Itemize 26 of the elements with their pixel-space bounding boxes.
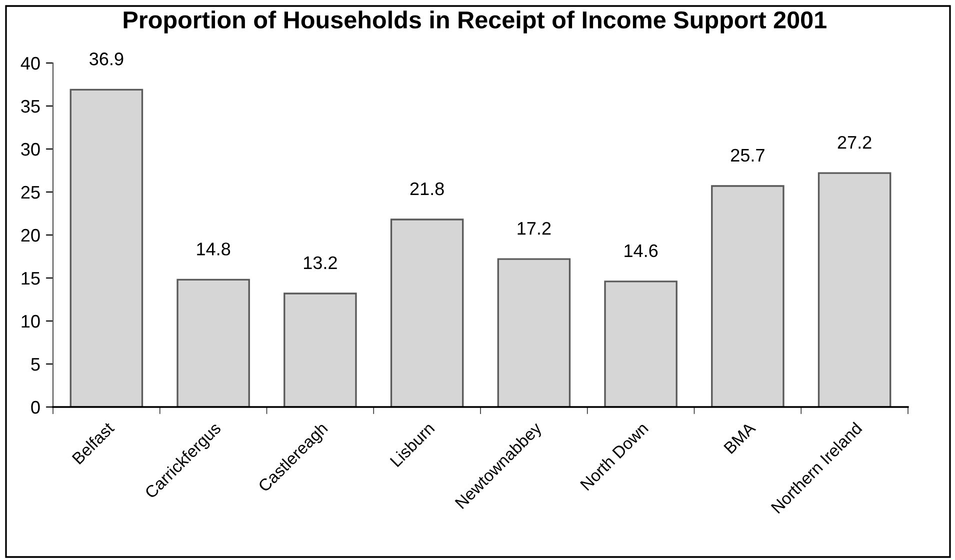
- bar: [818, 172, 892, 407]
- bar: [604, 280, 678, 407]
- data-label: 13.2: [304, 256, 337, 270]
- bar: [390, 218, 464, 407]
- bar: [176, 278, 250, 407]
- data-label: 25.7: [731, 148, 764, 162]
- data-label: 17.2: [518, 222, 551, 235]
- y-tick-label: 5: [31, 358, 40, 371]
- y-tick-label: 25: [21, 186, 40, 199]
- y-tick-label: 20: [21, 228, 40, 242]
- data-label: 14.6: [624, 244, 658, 258]
- bar: [70, 88, 144, 407]
- y-tick-label: 15: [22, 272, 40, 285]
- y-tick-label: 35: [21, 100, 40, 113]
- bar: [711, 185, 784, 407]
- data-label: 21.8: [410, 182, 444, 196]
- chart-title: Proportion of Households in Receipt of Income Support 2001: [124, 10, 826, 34]
- y-tick-label: 10: [22, 314, 40, 328]
- data-label: 14.8: [197, 242, 230, 256]
- data-label: 36.9: [90, 52, 124, 66]
- y-tick-label: 0: [31, 400, 40, 414]
- data-label: 27.2: [838, 136, 872, 149]
- bar: [497, 258, 571, 407]
- y-tick-label: 30: [21, 142, 40, 156]
- bar: [284, 292, 357, 407]
- y-tick-label: 40: [20, 56, 40, 70]
